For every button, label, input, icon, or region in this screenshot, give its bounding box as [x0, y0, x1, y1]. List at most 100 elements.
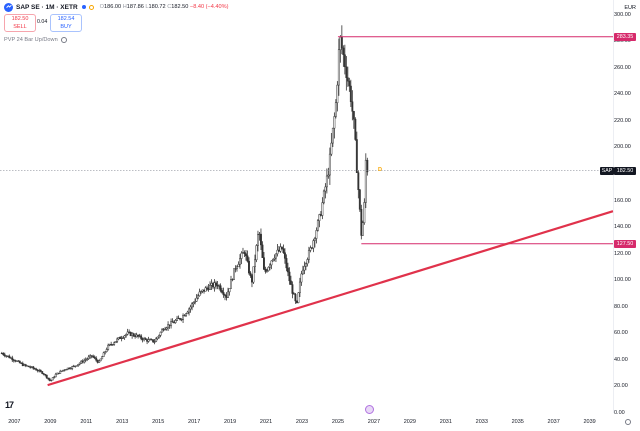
candle-body — [57, 372, 60, 374]
candle-body — [185, 313, 188, 316]
candle-body — [75, 365, 78, 367]
candle-body — [237, 264, 240, 268]
candle-body — [69, 368, 72, 370]
candle-body — [33, 368, 36, 370]
candle-body — [240, 252, 243, 259]
candle-body — [340, 36, 343, 49]
time-tick-label: 2035 — [511, 419, 524, 425]
dividend-marker[interactable]: D — [378, 167, 382, 173]
candle-body — [336, 84, 339, 103]
candle-body — [363, 202, 366, 224]
candle-body — [355, 139, 358, 173]
candle-body — [270, 260, 273, 266]
candle-body — [333, 116, 336, 129]
candle-body — [295, 300, 298, 303]
candle-body — [159, 331, 162, 336]
candle-body — [255, 245, 258, 261]
indicator-settings-icon[interactable] — [60, 37, 67, 43]
candle-body — [210, 283, 213, 286]
market-status-icon — [81, 5, 86, 9]
candle-body — [318, 214, 321, 221]
axis-settings-icon[interactable] — [625, 419, 631, 425]
candle-body — [195, 297, 198, 302]
tradingview-logo[interactable]: 17 — [5, 400, 14, 410]
indicator-legend[interactable]: PVP 24 Bar Up/Down — [4, 37, 67, 43]
candle-body — [351, 101, 354, 112]
current-price-label: 182.50 — [614, 166, 636, 175]
candle-body — [12, 359, 15, 361]
candle-body — [146, 339, 149, 342]
candle-body — [192, 302, 195, 304]
candle-body — [273, 257, 276, 260]
candle-body — [122, 337, 125, 339]
high-level-price-label: 283.35 — [614, 32, 636, 41]
price-tick-label: 40.00 — [614, 356, 628, 363]
candle-body — [194, 301, 196, 303]
candle-body — [183, 315, 186, 317]
candle-body — [277, 249, 280, 252]
time-tick-label: 2033 — [475, 419, 488, 425]
time-tick-label: 2019 — [223, 419, 237, 425]
candle-body — [170, 321, 173, 327]
candle-body — [180, 319, 183, 321]
candle-body — [364, 159, 367, 203]
buy-button[interactable]: 182.54 BUY — [50, 14, 82, 32]
candle-body — [134, 335, 137, 337]
candle-body — [14, 360, 17, 362]
price-tick-label: 300.00 — [614, 11, 631, 18]
candle-body — [191, 303, 193, 308]
candle-body — [116, 338, 119, 342]
candle-body — [198, 291, 201, 296]
spread-value: 0.04 — [37, 19, 48, 25]
candle-body — [203, 289, 205, 292]
candle-body — [331, 127, 334, 144]
candle-body — [282, 248, 285, 253]
candle-body — [80, 360, 83, 364]
time-travel-icon[interactable] — [365, 405, 374, 414]
time-tick-label: 2027 — [367, 419, 381, 425]
candle-body — [123, 335, 126, 338]
candle-body — [20, 362, 23, 364]
candle-body — [45, 374, 48, 379]
candle-body — [143, 338, 146, 341]
candle-body — [158, 335, 161, 338]
candle-body — [164, 328, 167, 331]
symbol-title[interactable]: SAP SE · 1M · XETR — [16, 3, 78, 11]
candle-body — [173, 322, 176, 324]
candle-body — [27, 365, 30, 368]
candle-body — [144, 338, 147, 340]
candle-body — [360, 209, 363, 236]
currency-label[interactable]: EUR — [624, 5, 636, 11]
candle-body — [44, 374, 47, 376]
candle-body — [17, 360, 20, 362]
time-tick-label: 2039 — [583, 419, 596, 425]
candle-body — [29, 366, 32, 368]
candle-body — [216, 284, 219, 287]
candle-body — [268, 264, 271, 268]
candle-body — [71, 366, 74, 369]
price-tick-label: 100.00 — [614, 277, 631, 284]
candle-body — [294, 294, 297, 302]
candle-body — [120, 337, 123, 339]
candle-body — [53, 376, 56, 378]
candle-body — [306, 259, 309, 265]
candle-body — [95, 357, 98, 361]
candle-body — [354, 118, 357, 140]
candle-body — [215, 282, 217, 286]
candle-body — [50, 379, 53, 381]
candle-body — [224, 294, 226, 296]
candle-body — [239, 258, 241, 265]
sell-button[interactable]: 182.50 SELL — [4, 14, 36, 32]
candle-body — [176, 317, 179, 321]
price-tick-label: 220.00 — [614, 117, 631, 124]
price-tick-label: 240.00 — [614, 91, 631, 98]
candle-body — [140, 335, 143, 339]
candle-body — [8, 355, 11, 359]
candle-body — [319, 214, 322, 216]
candle-body — [304, 263, 307, 267]
candle-body — [42, 373, 45, 375]
candle-body — [83, 360, 86, 363]
time-tick-label: 2029 — [403, 419, 416, 425]
